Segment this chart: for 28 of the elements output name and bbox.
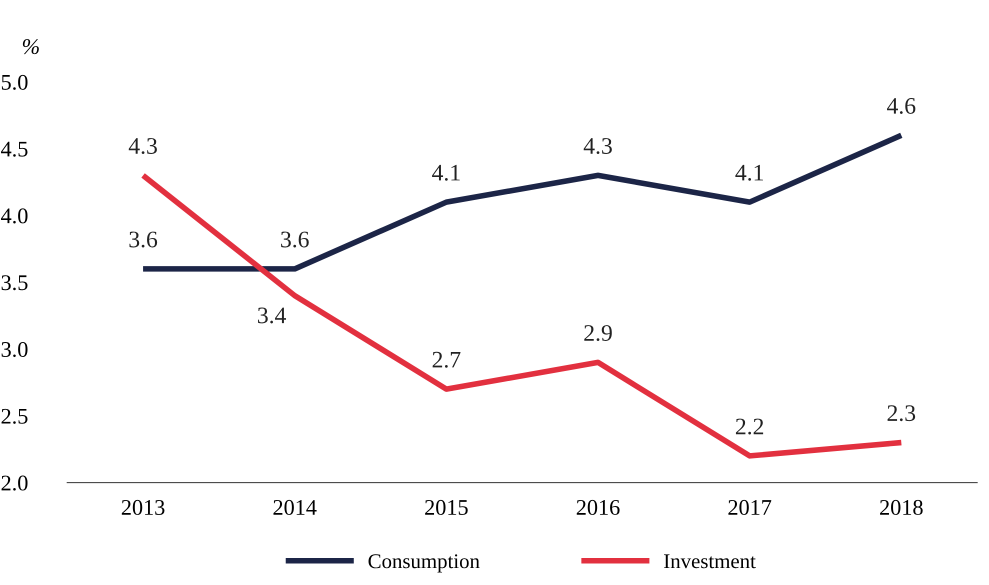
data-label: 4.1: [735, 164, 763, 181]
y-tick-label: 3.5: [2, 275, 28, 290]
legend-label: Consumption: [368, 554, 480, 572]
x-tick-label: 2015: [425, 500, 468, 515]
data-label: 2.3: [888, 405, 916, 422]
x-tick-label: 2016: [576, 500, 620, 515]
data-label: 4.3: [128, 138, 157, 154]
legend-label: Investment: [664, 554, 756, 568]
data-label: 3.6: [281, 232, 309, 248]
data-label: 2.9: [584, 325, 612, 342]
x-tick-label: 2017: [728, 500, 772, 515]
data-label: 2.7: [432, 352, 460, 368]
x-tick-label: 2013: [122, 500, 164, 515]
y-tick-label: 4.5: [1, 142, 28, 157]
x-tick-label: 2018: [880, 500, 923, 515]
y-tick-label: 4.0: [1, 208, 28, 224]
data-label: 3.4: [258, 307, 286, 324]
y-tick-label: 5.0: [2, 74, 28, 90]
data-label: 2.2: [736, 418, 764, 435]
data-label: 3.6: [129, 232, 158, 248]
data-label: 4.3: [584, 138, 612, 154]
y-tick-label: 3.0: [2, 342, 28, 358]
data-label: 4.1: [432, 164, 460, 181]
y-tick-label: 2.5: [2, 408, 28, 424]
y-axis-title: %: [22, 39, 39, 54]
x-tick-label: 2014: [273, 500, 317, 515]
y-tick-label: 2.0: [2, 476, 28, 491]
data-label: 4.6: [887, 98, 916, 114]
